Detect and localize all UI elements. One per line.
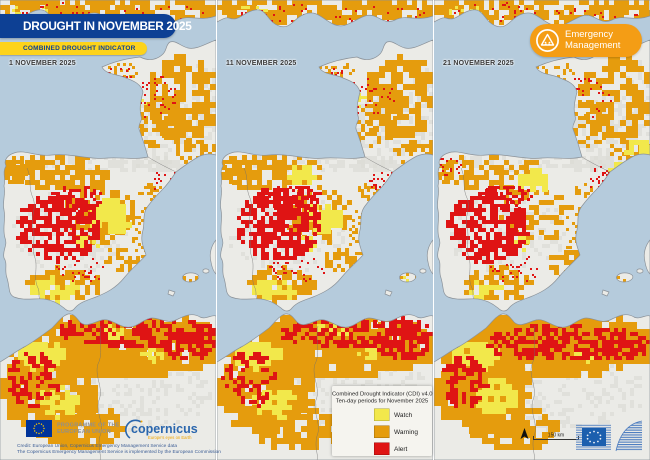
eu-programme-block: PROGRAMME OF THE EUROPEAN UNION	[26, 420, 120, 437]
emergency-management-label: Emergency Management	[565, 29, 621, 51]
emergency-management-logo: Emergency Management	[530, 24, 642, 57]
legend-item-alert: Alert	[374, 442, 432, 455]
programme-label: PROGRAMME OF THE EUROPEAN UNION	[57, 422, 120, 435]
eu-flag-icon	[26, 420, 52, 437]
panel-divider	[433, 0, 434, 460]
drought-map-1	[0, 0, 216, 460]
legend-item-warning: Warning	[374, 425, 432, 438]
legend-item-watch: Watch	[374, 408, 432, 421]
emergency-management-icon	[536, 29, 559, 52]
watch-swatch	[374, 408, 390, 421]
map-panel-3: 21 NOVEMBER 2025	[434, 0, 650, 460]
scale-label: 150 km	[547, 432, 565, 439]
page-title-text: DROUGHT IN NOVEMBER 2025	[23, 19, 192, 33]
copernicus-logo: copernicus Europe's eyes on Earth	[125, 419, 198, 440]
scale-line: 150 km	[533, 427, 579, 440]
ec-logo	[576, 420, 643, 452]
scale-bar: 150 km	[520, 427, 579, 440]
map-panel-1: 1 NOVEMBER 2025	[0, 0, 216, 460]
drought-map-2	[217, 0, 433, 460]
page-subtitle-text: COMBINED DROUGHT INDICATOR	[23, 45, 136, 52]
alert-swatch	[374, 442, 390, 455]
legend-rows: Watch Warning Alert	[374, 408, 432, 455]
panel-date-label: 21 NOVEMBER 2025	[443, 60, 514, 67]
panel-date-label: 1 NOVEMBER 2025	[9, 60, 76, 67]
page-title: DROUGHT IN NOVEMBER 2025	[0, 14, 192, 38]
page-subtitle: COMBINED DROUGHT INDICATOR	[0, 42, 147, 55]
warning-swatch	[374, 425, 390, 438]
legend-title: Combined Drought Indicator (CDI) v4.0 Te…	[332, 390, 433, 405]
credits: Credit: European Union, Copernicus Emerg…	[17, 443, 221, 455]
panel-date-label: 11 NOVEMBER 2025	[226, 60, 297, 67]
map-panel-2: 11 NOVEMBER 2025	[217, 0, 433, 460]
panel-divider	[216, 0, 217, 460]
north-arrow-icon	[520, 428, 529, 439]
legend: Combined Drought Indicator (CDI) v4.0 Te…	[332, 386, 433, 456]
drought-map-3	[434, 0, 650, 460]
